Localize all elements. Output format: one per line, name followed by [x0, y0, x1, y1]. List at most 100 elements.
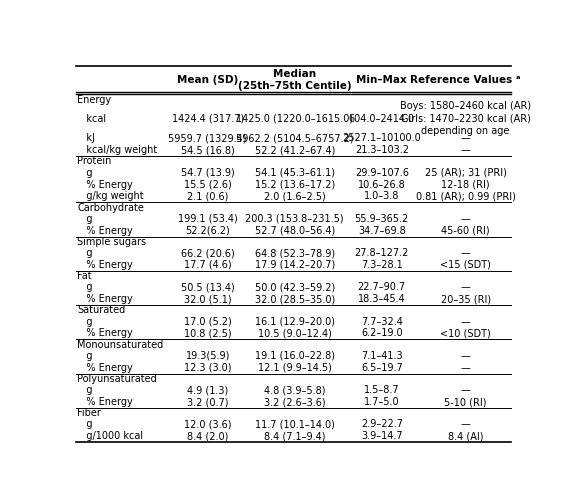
Text: 1.0–3.8: 1.0–3.8 — [364, 191, 399, 201]
Text: Median
(25th–75th Centile): Median (25th–75th Centile) — [238, 69, 352, 91]
Text: 17.0 (5.2): 17.0 (5.2) — [184, 317, 231, 327]
Text: 52.7 (48.0–56.4): 52.7 (48.0–56.4) — [254, 226, 335, 236]
Text: 32.0 (5.1): 32.0 (5.1) — [184, 294, 231, 304]
Text: % Energy: % Energy — [77, 328, 133, 338]
Text: Fat: Fat — [77, 271, 92, 281]
Text: 1.7–5.0: 1.7–5.0 — [364, 397, 399, 407]
Text: g: g — [77, 248, 93, 258]
Text: —: — — [461, 420, 470, 430]
Text: 22.7–90.7: 22.7–90.7 — [358, 282, 406, 292]
Text: 200.3 (153.8–231.5): 200.3 (153.8–231.5) — [245, 214, 344, 224]
Text: 2.1 (0.6): 2.1 (0.6) — [187, 191, 229, 201]
Text: Mean (SD): Mean (SD) — [177, 75, 238, 85]
Text: 5959.7 (1329.4): 5959.7 (1329.4) — [168, 133, 247, 143]
Text: —: — — [461, 282, 470, 292]
Text: 4.8 (3.9–5.8): 4.8 (3.9–5.8) — [264, 385, 325, 395]
Text: 54.1 (45.3–61.1): 54.1 (45.3–61.1) — [255, 168, 335, 178]
Text: 199.1 (53.4): 199.1 (53.4) — [178, 214, 238, 224]
Text: g: g — [77, 168, 93, 178]
Text: 12.1 (9.9–14.5): 12.1 (9.9–14.5) — [258, 363, 332, 373]
Text: 7.1–41.3: 7.1–41.3 — [361, 351, 403, 361]
Text: Fiber: Fiber — [77, 408, 101, 418]
Text: 8.4 (7.1–9.4): 8.4 (7.1–9.4) — [264, 431, 325, 441]
Text: 21.3–103.2: 21.3–103.2 — [355, 145, 409, 155]
Text: % Energy: % Energy — [77, 226, 133, 236]
Text: 17.7 (4.6): 17.7 (4.6) — [184, 260, 231, 270]
Text: g: g — [77, 317, 93, 327]
Text: 7.3–28.1: 7.3–28.1 — [361, 260, 403, 270]
Text: —: — — [461, 385, 470, 395]
Text: 32.0 (28.5–35.0): 32.0 (28.5–35.0) — [254, 294, 335, 304]
Text: g/1000 kcal: g/1000 kcal — [77, 431, 143, 441]
Text: 52.2(6.2): 52.2(6.2) — [185, 226, 230, 236]
Text: —: — — [461, 145, 470, 155]
Text: Reference Values ᵃ: Reference Values ᵃ — [410, 75, 521, 85]
Text: 15.2 (13.6–17.2): 15.2 (13.6–17.2) — [254, 180, 335, 190]
Text: 27.8–127.2: 27.8–127.2 — [355, 248, 409, 258]
Text: 11.7 (10.1–14.0): 11.7 (10.1–14.0) — [255, 420, 335, 430]
Text: 2527.1–10100.0: 2527.1–10100.0 — [343, 133, 421, 143]
Text: g: g — [77, 351, 93, 361]
Text: 12.0 (3.6): 12.0 (3.6) — [184, 420, 231, 430]
Text: 3.2 (0.7): 3.2 (0.7) — [187, 397, 229, 407]
Text: Carbohydrate: Carbohydrate — [77, 203, 144, 213]
Text: Simple sugars: Simple sugars — [77, 237, 147, 247]
Text: 18.3–45.4: 18.3–45.4 — [358, 294, 406, 304]
Text: 5-10 (RI): 5-10 (RI) — [444, 397, 487, 407]
Text: Min–Max: Min–Max — [356, 75, 407, 85]
Text: 7.7–32.4: 7.7–32.4 — [361, 317, 403, 327]
Text: g: g — [77, 214, 93, 224]
Text: g: g — [77, 420, 93, 430]
Text: 15.5 (2.6): 15.5 (2.6) — [184, 180, 231, 190]
Text: kcal: kcal — [77, 114, 107, 124]
Text: <15 (SDT): <15 (SDT) — [440, 260, 491, 270]
Text: 3.9–14.7: 3.9–14.7 — [361, 431, 403, 441]
Text: 6.2–19.0: 6.2–19.0 — [361, 328, 403, 338]
Text: 0.81 (AR); 0.99 (PRI): 0.81 (AR); 0.99 (PRI) — [415, 191, 516, 201]
Text: Saturated: Saturated — [77, 305, 125, 315]
Text: 5962.2 (5104.5–6757.2): 5962.2 (5104.5–6757.2) — [236, 133, 354, 143]
Text: 54.7 (13.9): 54.7 (13.9) — [181, 168, 234, 178]
Text: g: g — [77, 385, 93, 395]
Text: 10.6–26.8: 10.6–26.8 — [358, 180, 406, 190]
Text: 2.9–22.7: 2.9–22.7 — [361, 420, 403, 430]
Text: 4.9 (1.3): 4.9 (1.3) — [187, 385, 228, 395]
Text: 604.0–2414.0: 604.0–2414.0 — [349, 114, 415, 124]
Text: 16.1 (12.9–20.0): 16.1 (12.9–20.0) — [255, 317, 335, 327]
Text: g/kg weight: g/kg weight — [77, 191, 144, 201]
Text: 52.2 (41.2–67.4): 52.2 (41.2–67.4) — [254, 145, 335, 155]
Text: 29.9–107.6: 29.9–107.6 — [355, 168, 409, 178]
Text: —: — — [461, 133, 470, 143]
Text: Energy: Energy — [77, 95, 112, 105]
Text: % Energy: % Energy — [77, 363, 133, 373]
Text: —: — — [461, 317, 470, 327]
Text: % Energy: % Energy — [77, 397, 133, 407]
Text: kcal/kg weight: kcal/kg weight — [77, 145, 158, 155]
Text: 10.5 (9.0–12.4): 10.5 (9.0–12.4) — [258, 328, 332, 338]
Text: 8.4 (AI): 8.4 (AI) — [448, 431, 483, 441]
Text: —: — — [461, 214, 470, 224]
Text: 64.8 (52.3–78.9): 64.8 (52.3–78.9) — [254, 248, 335, 258]
Text: 10.8 (2.5): 10.8 (2.5) — [184, 328, 231, 338]
Text: Boys: 1580–2460 kcal (AR)
Girls: 1470–2230 kcal (AR)
depending on age: Boys: 1580–2460 kcal (AR) Girls: 1470–22… — [400, 101, 531, 136]
Text: % Energy: % Energy — [77, 260, 133, 270]
Text: 8.4 (2.0): 8.4 (2.0) — [187, 431, 229, 441]
Text: 1424.4 (317.7): 1424.4 (317.7) — [171, 114, 244, 124]
Text: 55.9–365.2: 55.9–365.2 — [355, 214, 409, 224]
Text: Protein: Protein — [77, 157, 112, 167]
Text: 17.9 (14.2–20.7): 17.9 (14.2–20.7) — [254, 260, 335, 270]
Text: 12-18 (RI): 12-18 (RI) — [441, 180, 490, 190]
Text: —: — — [461, 351, 470, 361]
Text: <10 (SDT): <10 (SDT) — [440, 328, 491, 338]
Text: 19.1 (16.0–22.8): 19.1 (16.0–22.8) — [255, 351, 335, 361]
Text: 20–35 (RI): 20–35 (RI) — [441, 294, 490, 304]
Text: g: g — [77, 282, 93, 292]
Text: % Energy: % Energy — [77, 294, 133, 304]
Text: 1.5–8.7: 1.5–8.7 — [364, 385, 399, 395]
Text: Polyunsaturated: Polyunsaturated — [77, 374, 157, 384]
Text: 3.2 (2.6–3.6): 3.2 (2.6–3.6) — [264, 397, 325, 407]
Text: 12.3 (3.0): 12.3 (3.0) — [184, 363, 231, 373]
Text: 19.3(5.9): 19.3(5.9) — [186, 351, 230, 361]
Text: kJ: kJ — [77, 133, 95, 143]
Text: —: — — [461, 248, 470, 258]
